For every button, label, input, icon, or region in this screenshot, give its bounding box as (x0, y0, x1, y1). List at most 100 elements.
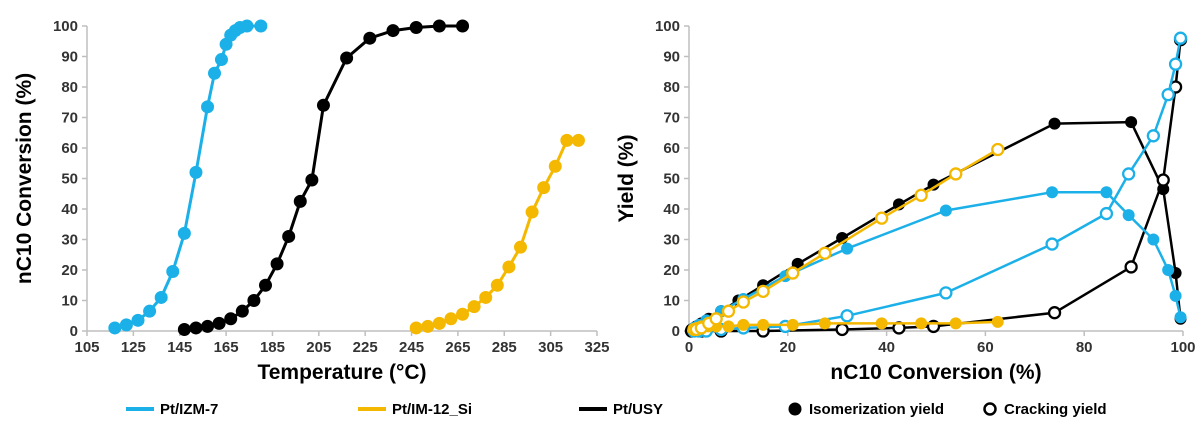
left-x-tick-label: 185 (260, 339, 285, 356)
data-point-pt-izm-7-cracking (1045, 237, 1059, 251)
data-point-pt-izm-7-cracking (1146, 129, 1161, 143)
left-x-tick-label: 265 (445, 339, 470, 356)
data-point-pt-izm-7 (154, 290, 168, 304)
left-x-axis-title: Temperature (°C) (257, 361, 426, 384)
data-point-pt-im-12-si-cracking (736, 295, 750, 309)
data-point-pt-im-12-si-cracking (875, 211, 889, 225)
data-point-pt-im-12-si-isomerization (786, 318, 799, 331)
right-y-tick-label: 0 (672, 323, 680, 340)
data-point-pt-izm-7-cracking (1168, 57, 1183, 71)
data-point-pt-izm-7 (108, 321, 122, 335)
right-y-tick-label: 20 (663, 262, 680, 279)
data-point-pt-izm-7-isomerization (1100, 186, 1113, 199)
data-point-pt-izm-7-isomerization (1162, 264, 1175, 276)
legend-label-im12: Pt/IM-12_Si (392, 401, 472, 418)
data-point-pt-im-12-si (490, 278, 504, 292)
data-point-pt-usy (293, 194, 307, 208)
data-point-pt-izm-7-isomerization (1046, 186, 1059, 199)
data-point-pt-izm-7 (131, 313, 145, 327)
data-point-pt-usy (305, 173, 319, 187)
right-y-tick-label: 40 (663, 201, 680, 218)
data-point-pt-izm-7 (166, 265, 180, 279)
data-point-pt-usy (247, 294, 261, 307)
left-y-axis-title: nC10 Conversion (%) (13, 73, 36, 284)
data-point-pt-usy-isomerization (1048, 117, 1061, 130)
data-point-pt-im-12-si-cracking (709, 312, 723, 326)
legend-label-izm7: Pt/IZM-7 (160, 401, 218, 418)
right-x-axis-title: nC10 Conversion (%) (830, 361, 1041, 384)
data-point-pt-im-12-si-isomerization (915, 317, 928, 330)
data-point-pt-im-12-si-cracking (721, 304, 736, 318)
data-point-pt-im-12-si (467, 300, 481, 314)
data-point-pt-usy-cracking (1124, 260, 1138, 274)
left-y-tick-label: 70 (61, 110, 78, 127)
legend-label-cracking: Cracking yield (1004, 401, 1107, 418)
data-point-pt-izm-7-cracking (1161, 87, 1175, 102)
left-y-tick-label: 90 (61, 49, 78, 66)
data-point-pt-im-12-si (537, 181, 551, 195)
legend-label-usy: Pt/USY (613, 401, 663, 418)
data-point-pt-im-12-si (444, 312, 458, 326)
series-pt-izm-7-isomerization-yield (687, 186, 1187, 334)
data-point-pt-im-12-si-isomerization (818, 317, 831, 330)
legend-marker-isomerization (788, 402, 802, 416)
data-point-pt-usy (386, 24, 400, 38)
data-point-pt-im-12-si-cracking (914, 188, 928, 202)
right-y-tick-label: 10 (663, 293, 680, 310)
data-point-pt-izm-7 (177, 226, 191, 240)
data-point-pt-im-12-si (548, 159, 562, 173)
right-x-tick-label: 20 (779, 339, 796, 356)
data-point-pt-im-12-si (514, 240, 527, 254)
left-x-tick-label: 165 (214, 339, 239, 356)
left-y-tick-label: 100 (53, 18, 78, 35)
right-y-tick-label: 70 (663, 110, 680, 127)
data-point-pt-im-12-si (560, 133, 574, 147)
data-point-pt-im-12-si (525, 205, 539, 219)
right-x-tick-label: 40 (878, 339, 895, 356)
data-point-pt-usy-isomerization (927, 178, 940, 191)
left-y-tick-label: 50 (61, 171, 78, 188)
series-pt-im-12-si (409, 133, 585, 335)
left-x-tick-label: 145 (167, 339, 192, 356)
temperature-conversion-chart: 105 125 145 165 185 205 225 245 265 285 305 325 0 10 2… (13, 18, 610, 384)
data-point-pt-usy (201, 319, 215, 333)
left-x-tick-label: 285 (492, 339, 517, 356)
left-x-tick-label: 205 (306, 339, 331, 356)
data-point-pt-im-12-si-isomerization (757, 318, 770, 331)
data-point-pt-im-12-si (432, 316, 446, 330)
data-point-pt-im-12-si-isomerization (991, 315, 1004, 328)
data-point-pt-usy (282, 229, 296, 243)
data-point-pt-im-12-si-isomerization (949, 317, 962, 330)
data-point-pt-usy (259, 278, 272, 292)
left-y-tick-label: 80 (61, 79, 78, 96)
legend-marker-cracking (983, 402, 997, 416)
data-point-pt-izm-7 (201, 100, 215, 114)
right-y-tick-label: 30 (663, 232, 680, 249)
right-x-tick-label: 0 (685, 339, 693, 356)
data-point-pt-usy (340, 51, 354, 65)
data-point-pt-usy-cracking (1156, 173, 1170, 187)
data-point-pt-izm-7-isomerization (939, 204, 952, 217)
data-point-pt-im-12-si-isomerization (722, 320, 735, 333)
data-point-pt-usy (316, 98, 330, 112)
data-point-pt-usy (270, 257, 284, 271)
left-y-tick-label: 30 (61, 232, 78, 249)
left-x-tick-label: 325 (584, 339, 609, 356)
data-point-pt-im-12-si (571, 133, 585, 147)
data-point-pt-im-12-si-cracking (949, 167, 963, 181)
data-point-pt-im-12-si (479, 290, 493, 304)
data-point-pt-izm-7-cracking (1099, 206, 1114, 221)
legend-label-isomerization: Isomerization yield (809, 401, 944, 418)
left-y-tick-label: 60 (61, 140, 78, 157)
data-point-pt-usy (235, 304, 249, 318)
data-point-pt-izm-7 (189, 165, 203, 179)
data-point-pt-izm-7 (214, 53, 228, 67)
left-x-tick-label: 245 (399, 339, 424, 356)
right-y-tick-label: 80 (663, 79, 680, 96)
data-point-pt-izm-7-cracking (1173, 31, 1188, 45)
yield-conversion-chart: 0 20 40 60 80 100 0 10 20 30 40 50 60 70 80 90 100 nC10 C… (615, 18, 1196, 384)
right-y-tick-label: 50 (663, 171, 680, 188)
data-point-pt-izm-7-isomerization (841, 242, 854, 255)
right-y-tick-label: 60 (663, 140, 680, 157)
data-point-pt-izm-7-cracking (840, 309, 854, 323)
